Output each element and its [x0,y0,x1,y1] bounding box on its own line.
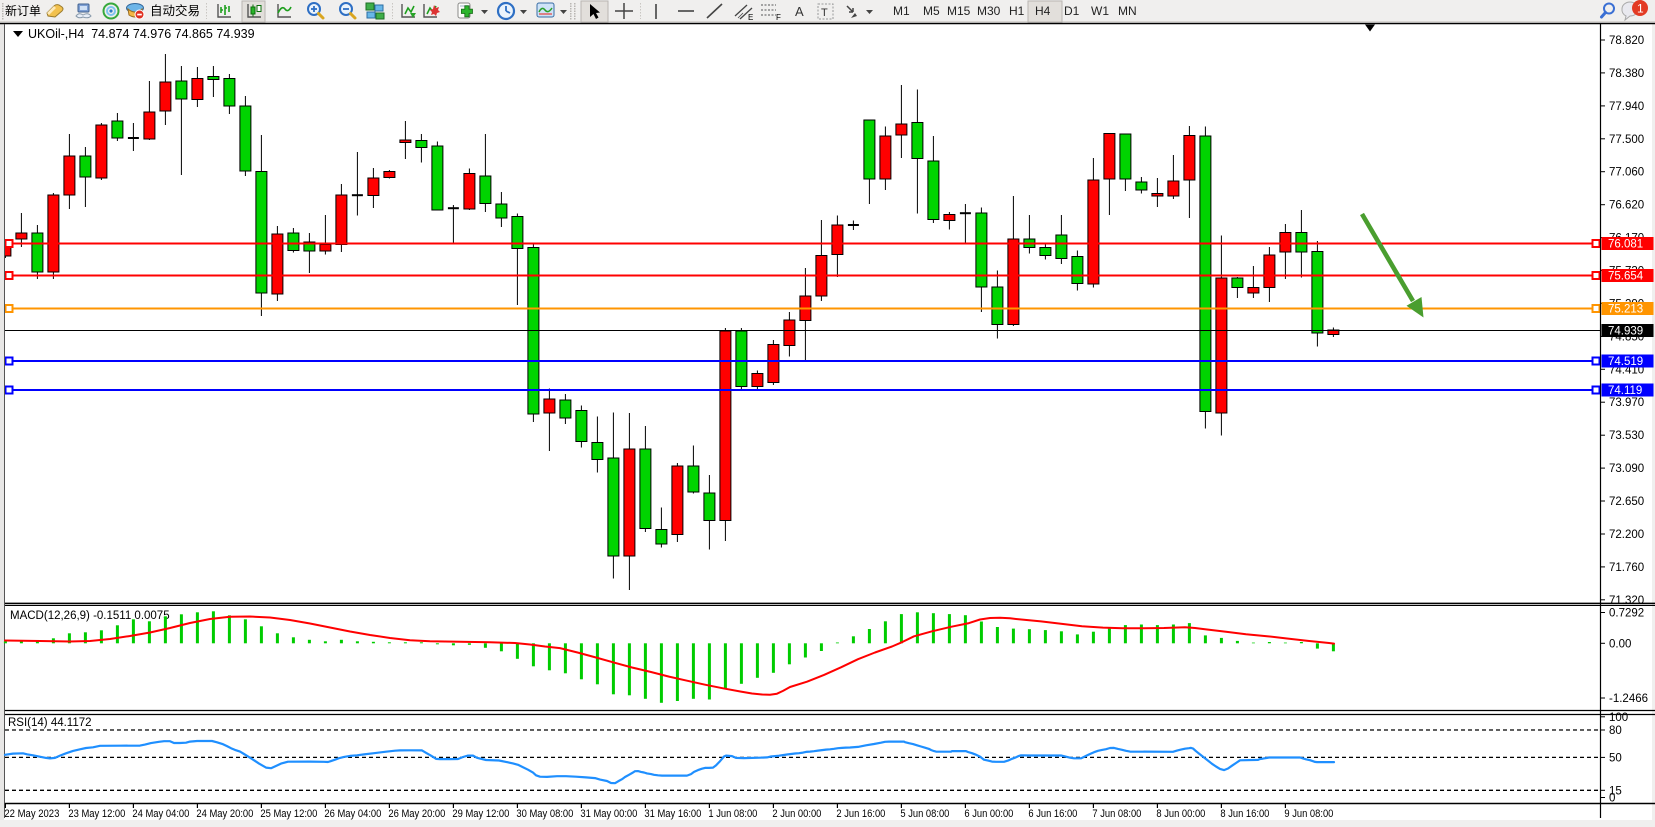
svg-text:新订单: 新订单 [5,3,41,18]
svg-text:74.119: 74.119 [1608,385,1642,397]
svg-text:71.320: 71.320 [1609,595,1644,607]
svg-text:0.00: 0.00 [1609,638,1631,650]
svg-text:71.760: 71.760 [1609,562,1644,574]
svg-text:6 Jun 00:00: 6 Jun 00:00 [964,808,1013,820]
svg-text:75.213: 75.213 [1608,304,1643,316]
svg-text:自动交易: 自动交易 [150,3,200,18]
svg-text:5 Jun 08:00: 5 Jun 08:00 [900,808,949,820]
svg-text:RSI(14) 44.1172: RSI(14) 44.1172 [8,717,92,729]
svg-text:F: F [776,13,781,22]
svg-text:MACD(12,26,9) -0.1511 0.0075: MACD(12,26,9) -0.1511 0.0075 [10,610,170,622]
svg-text:74.519: 74.519 [1608,356,1643,368]
svg-text:29 May 12:00: 29 May 12:00 [452,808,509,820]
svg-text:80: 80 [1609,725,1622,737]
svg-text:76.620: 76.620 [1609,200,1644,212]
svg-text:A: A [795,4,804,19]
svg-text:E: E [748,13,753,22]
svg-text:7 Jun 08:00: 7 Jun 08:00 [1092,808,1141,820]
svg-text:26 May 04:00: 26 May 04:00 [324,808,381,820]
svg-text:73.970: 73.970 [1609,397,1644,409]
svg-text:23 May 12:00: 23 May 12:00 [68,808,125,820]
svg-text:M30: M30 [977,4,1001,18]
svg-text:2 Jun 00:00: 2 Jun 00:00 [772,808,821,820]
svg-text:24 May 20:00: 24 May 20:00 [196,808,253,820]
svg-text:74.939: 74.939 [1608,326,1643,338]
svg-text:76.081: 76.081 [1608,239,1643,251]
svg-text:77.060: 77.060 [1609,167,1644,179]
svg-text:77.940: 77.940 [1609,101,1644,113]
svg-text:78.380: 78.380 [1609,68,1644,80]
svg-text:100: 100 [1609,712,1628,724]
svg-text:6 Jun 16:00: 6 Jun 16:00 [1028,808,1077,820]
svg-text:W1: W1 [1091,4,1109,18]
svg-text:-1.2466: -1.2466 [1609,693,1648,705]
svg-text:D1: D1 [1064,4,1080,18]
svg-text:25 May 12:00: 25 May 12:00 [260,808,317,820]
svg-text:UKOil-,H4 74.874 74.976 74.86: UKOil-,H4 74.874 74.976 74.865 74.939 [28,27,255,41]
svg-text:50: 50 [1609,752,1622,764]
svg-text:75.654: 75.654 [1608,271,1644,283]
svg-text:22 May 2023: 22 May 2023 [4,808,59,820]
svg-text:MN: MN [1118,4,1137,18]
svg-text:73.090: 73.090 [1609,463,1644,475]
svg-text:15: 15 [1609,785,1622,797]
svg-text:72.200: 72.200 [1609,529,1644,541]
svg-text:31 May 00:00: 31 May 00:00 [580,808,637,820]
svg-text:T: T [821,7,828,19]
svg-text:H4: H4 [1035,4,1051,18]
svg-text:72.650: 72.650 [1609,496,1644,508]
svg-text:M5: M5 [923,4,940,18]
svg-text:1 Jun 08:00: 1 Jun 08:00 [708,808,757,820]
svg-text:73.530: 73.530 [1609,430,1644,442]
svg-text:M1: M1 [893,4,910,18]
svg-text:26 May 20:00: 26 May 20:00 [388,808,445,820]
svg-text:1: 1 [1637,2,1644,16]
svg-text:M15: M15 [947,4,971,18]
svg-text:78.820: 78.820 [1609,35,1644,47]
svg-text:8 Jun 16:00: 8 Jun 16:00 [1220,808,1269,820]
svg-text:31 May 16:00: 31 May 16:00 [644,808,701,820]
svg-text:2 Jun 16:00: 2 Jun 16:00 [836,808,885,820]
svg-text:9 Jun 08:00: 9 Jun 08:00 [1284,808,1333,820]
svg-text:77.500: 77.500 [1609,134,1644,146]
svg-text:0: 0 [1609,793,1615,805]
svg-text:30 May 08:00: 30 May 08:00 [516,808,573,820]
svg-text:H1: H1 [1009,4,1025,18]
svg-text:8 Jun 00:00: 8 Jun 00:00 [1156,808,1205,820]
svg-text:0.7292: 0.7292 [1609,608,1644,620]
svg-text:24 May 04:00: 24 May 04:00 [132,808,189,820]
